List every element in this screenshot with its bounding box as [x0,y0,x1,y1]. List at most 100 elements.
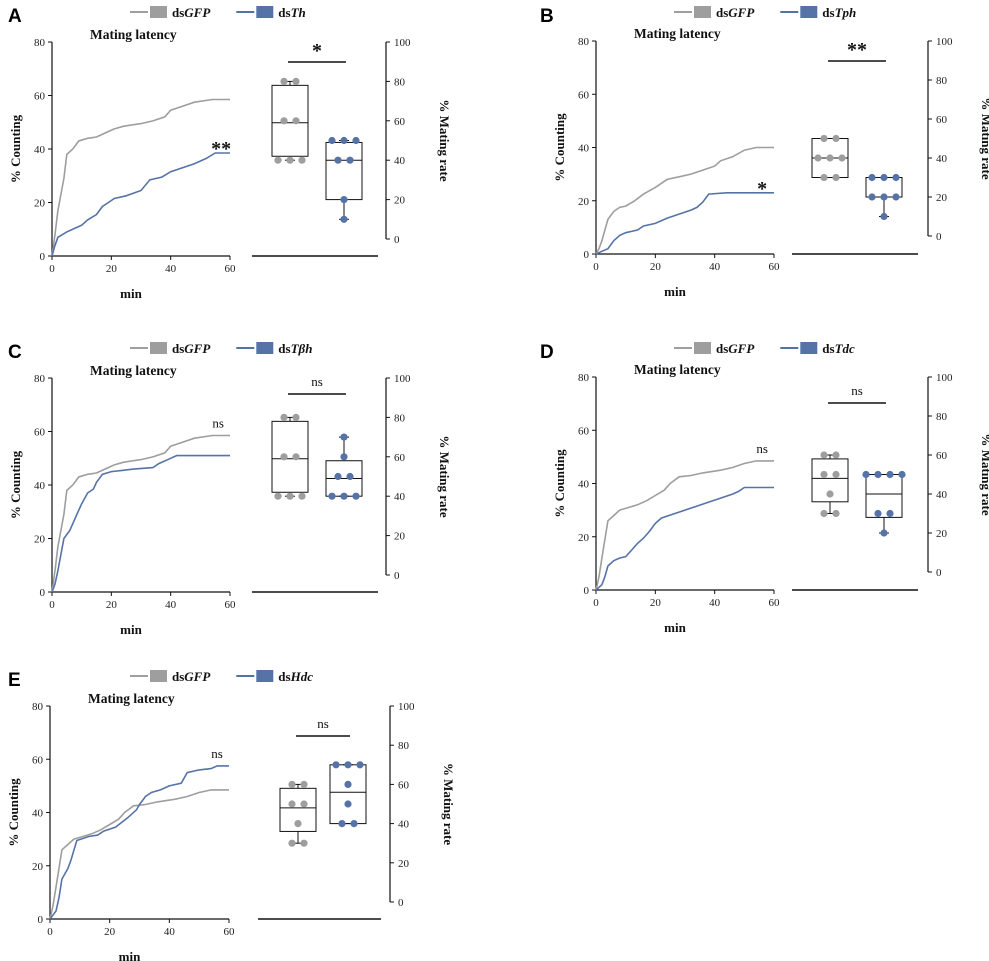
data-point [350,820,358,828]
bracket-significance: ns [317,716,329,731]
y-axis-title: % Counting [8,450,23,519]
panel-letter: A [8,6,22,27]
legend-swatch [800,342,818,354]
x-tick-label: 20 [106,599,118,611]
data-point [880,173,888,182]
legend-label: dsGFP [716,341,755,356]
x-axis-title: min [119,949,141,961]
x-axis-title: min [664,620,686,635]
bracket-significance: ** [847,39,867,61]
chart-title: Mating latency [90,27,177,42]
right-y-axis-title: % Mating rate [979,433,989,516]
y-tick-label: 80 [578,372,590,384]
box-group-treatment [865,173,903,221]
legend-prefix: ds [172,669,184,684]
right-y-tick-label: 100 [394,37,411,49]
x-tick-label: 20 [104,926,116,938]
data-point [352,492,360,500]
data-point [356,761,364,769]
y-tick-label: 0 [40,587,46,599]
chart-title: Mating latency [634,26,721,41]
right-y-tick-label: 60 [394,452,406,464]
data-point [334,156,342,164]
series-line-control [51,98,230,257]
latency-chart: 0 20 40 60 80 0 20 40 60 Mating latency min % Count… [552,26,780,299]
data-point [340,215,348,223]
data-point [826,490,834,498]
y-axis-title: % Counting [6,778,21,847]
right-y-tick-label: 20 [394,531,406,543]
data-point [340,453,348,461]
legend-prefix: ds [172,341,184,356]
data-point [288,839,296,847]
chart-title: Mating latency [88,691,175,706]
iqr-box [325,141,363,201]
box-group-control [811,134,849,182]
data-point [892,193,900,201]
data-point [274,156,282,164]
y-tick-label: 0 [38,914,44,926]
data-point [334,472,342,481]
legend-prefix: ds [822,5,834,20]
data-point [300,800,308,808]
legend-swatch [150,6,167,18]
right-y-tick-label: 60 [394,116,406,128]
x-tick-label: 20 [106,263,118,275]
chart-title: Mating latency [90,363,177,378]
data-point [880,212,888,221]
bracket-significance: ns [851,383,863,398]
box-group-treatment [325,433,363,500]
x-tick-label: 0 [593,597,599,609]
right-y-tick-label: 0 [936,567,942,579]
data-point [820,509,828,518]
legend-gene: Hdc [290,669,314,684]
legend-gene: GFP [184,5,211,20]
y-tick-label: 60 [578,89,590,101]
data-point [338,820,346,828]
data-point [868,173,876,182]
data-point [832,470,840,479]
legend-swatch [800,6,818,18]
x-tick-label: 40 [165,599,177,611]
iqr-box [865,474,903,518]
legend-item-control: dsGFP [130,5,211,20]
data-point [292,453,300,461]
right-y-axis-title: % Mating rate [437,99,452,182]
line-significance: ns [756,441,768,456]
series-line-control [595,460,774,591]
y-tick-label: 60 [578,425,590,437]
y-tick-label: 40 [578,479,590,491]
data-point [332,761,340,769]
data-point [292,117,300,125]
x-tick-label: 60 [769,597,781,609]
data-point [826,154,834,162]
x-tick-label: 20 [650,597,662,609]
mating-rate-boxplot: 0 20 40 60 80 100 % Mating rate ns [792,372,989,591]
x-tick-label: 0 [47,926,53,938]
x-axis-title: min [120,286,142,301]
legend-label: dsHdc [278,669,313,684]
legend-prefix: ds [716,5,728,20]
bracket-significance: * [312,40,322,62]
line-significance: ns [212,416,224,431]
data-point [898,470,906,479]
data-point [288,800,296,808]
legend-swatch [694,6,711,18]
legend-prefix: ds [278,669,290,684]
data-point [298,492,306,500]
latency-chart: 0 20 40 60 80 0 20 40 60 Mating latency min % Count… [552,362,780,635]
data-point [340,492,348,500]
data-point [832,509,840,518]
right-y-tick-label: 100 [394,373,411,385]
mating-rate-boxplot: 0 20 40 60 80 100 % Mating rate * [252,37,452,257]
right-y-axis-title: % Mating rate [441,763,456,846]
right-y-tick-label: 20 [936,192,948,204]
legend-label: dsTdc [822,341,855,356]
data-point [280,413,288,421]
latency-chart: 0 20 40 60 80 0 20 40 60 Mating latency min % Count… [6,691,235,961]
data-point [346,472,354,481]
